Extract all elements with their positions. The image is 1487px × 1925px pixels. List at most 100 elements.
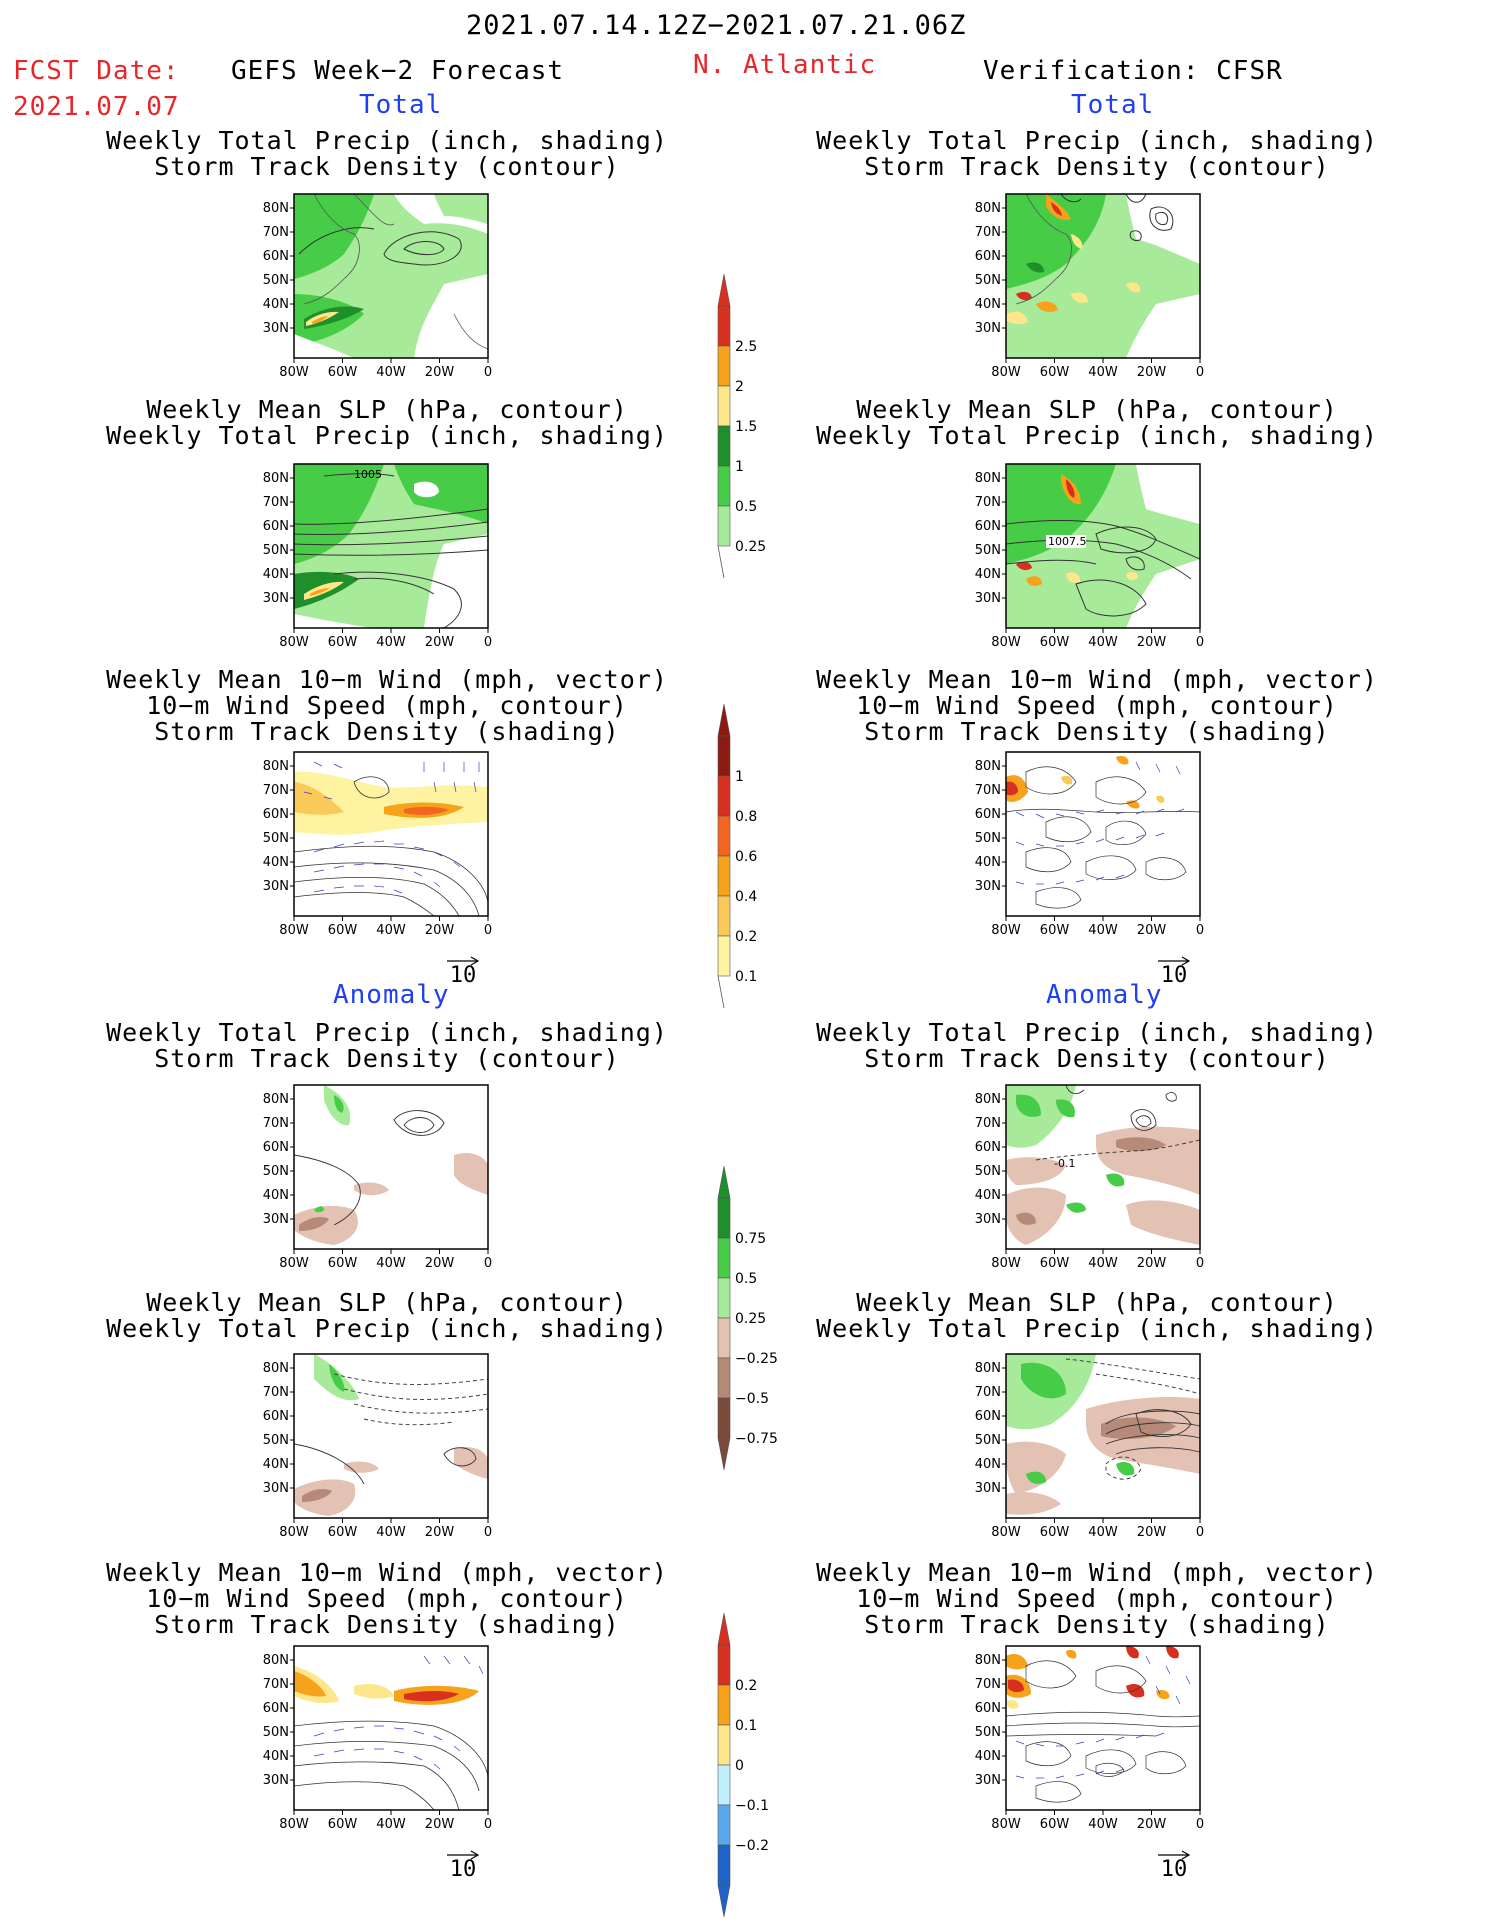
lon-tick-label: 40W [1088,1256,1118,1271]
colorbar-label: 0.8 [735,809,757,825]
lon-tick-label: 60W [1040,923,1070,938]
fcst-date-label: FCST Date: [13,56,180,86]
colorbar-label: −0.2 [735,1838,769,1854]
colorbar-box [717,815,731,857]
verification-title: Verification: CFSR [983,56,1283,86]
lon-tick-label: 20W [1137,635,1167,650]
lon-tick-label: 60W [1040,635,1070,650]
colorbar-box [717,1684,731,1726]
colorbar-label: 0.1 [735,969,757,985]
lon-tick-label: 0 [1196,635,1204,650]
colorbar-box [717,1764,731,1806]
title-cfsr-slp-precip-total: Weekly Mean SLP (hPa, contour) Weekly Tot… [816,395,1378,450]
colorbar-label: 0.25 [735,539,766,555]
colorbar-box [717,1317,731,1359]
lat-tick-label: 60N [975,1409,1001,1424]
colorbar-box [717,855,731,897]
colorbar-label: −0.5 [735,1391,769,1407]
colorbar-box [717,1237,731,1279]
section-total-right: Total [1071,90,1155,120]
colorbar-label: −0.25 [735,1351,778,1367]
lat-tick-label: 30N [263,321,289,336]
lon-tick-label: 60W [1040,1817,1070,1832]
lat-tick-label: 40N [975,855,1001,870]
region-title: N. Atlantic [693,50,877,80]
lat-tick-label: 80N [975,759,1001,774]
lat-tick-label: 50N [263,1164,289,1179]
colorbar-box [717,935,731,977]
colorbar-box [717,895,731,937]
colorbar-box [717,1644,731,1686]
map-cfsr-slp-precip-total: 1007.5 80N 70N 60N 50N 40N 30N 80W 60W 40W 20W 0 [956,463,1206,654]
lat-tick-label: 80N [263,759,289,774]
lat-tick-label: 40N [263,1188,289,1203]
lon-tick-label: 60W [328,365,358,380]
lat-tick-label: 30N [975,321,1001,336]
lon-tick-label: 0 [484,1525,492,1540]
colorbar-box [717,1844,731,1886]
lat-tick-label: 60N [263,807,289,822]
colorbar-track-anom: 0.2 0.1 0 −0.1 −0.2 [710,1605,780,1918]
lat-tick-label: 70N [975,1116,1001,1131]
lon-tick-label: 40W [376,365,406,380]
lon-tick-label: 80W [991,1817,1021,1832]
lon-tick-label: 20W [425,1256,455,1271]
cfsr-slp-contour-label: 1007.5 [1048,535,1087,548]
lat-tick-label: 60N [975,1701,1001,1716]
title-gefs-wind-track-anom: Weekly Mean 10−m Wind (mph, vector) 10−m … [106,1558,668,1639]
lat-tick-label: 70N [975,1385,1001,1400]
lon-tick-label: 0 [484,365,492,380]
lat-tick-label: 80N [263,1361,289,1376]
lat-tick-label: 50N [263,831,289,846]
title-gefs-slp-precip-anom: Weekly Mean SLP (hPa, contour) Weekly Tot… [106,1288,668,1343]
lat-tick-label: 40N [263,567,289,582]
lat-tick-label: 40N [263,297,289,312]
lat-tick-label: 60N [975,249,1001,264]
section-anomaly-right: Anomaly [1046,980,1163,1010]
colorbar-box [717,1724,731,1766]
lat-tick-label: 50N [263,1725,289,1740]
map-gefs-slp-precip-anom: 80N 70N 60N 50N 40N 30N 80W 60W 40W 20W 0 [244,1353,494,1544]
colorbar-label: 0.2 [735,1678,757,1694]
lat-tick-label: 40N [975,1188,1001,1203]
lat-tick-label: 40N [975,297,1001,312]
title-cfsr-precip-track-total: Weekly Total Precip (inch, shading) Storm… [816,126,1378,181]
lat-tick-label: 50N [975,1725,1001,1740]
lon-tick-label: 60W [328,923,358,938]
lon-tick-label: 80W [991,1525,1021,1540]
lat-tick-label: 80N [975,201,1001,216]
section-anomaly-left: Anomaly [333,980,450,1010]
lon-tick-label: 80W [991,365,1021,380]
lat-tick-label: 50N [263,273,289,288]
lat-tick-label: 30N [975,879,1001,894]
lon-tick-label: 80W [991,923,1021,938]
lat-tick-label: 50N [975,1164,1001,1179]
lon-tick-label: 40W [376,635,406,650]
lon-tick-label: 0 [484,1817,492,1832]
lat-tick-label: 70N [263,783,289,798]
title-gefs-precip-track-total: Weekly Total Precip (inch, shading) Storm… [106,126,668,181]
colorbar-box [717,305,731,347]
title-gefs-slp-precip-total: Weekly Mean SLP (hPa, contour) Weekly Tot… [106,395,668,450]
map-gefs-wind-track-total: 80N 70N 60N 50N 40N 30N 80W 60W 40W 20W 0 [244,751,494,942]
lon-tick-label: 20W [425,923,455,938]
lat-tick-label: 50N [975,543,1001,558]
colorbar-label: −0.75 [735,1431,778,1447]
colorbar-box [717,1197,731,1239]
colorbar-box [717,1397,731,1439]
colorbar-bottom-cap [717,975,725,1009]
map-cfsr-precip-track-total: 80N 70N 60N 50N 40N 30N 80W 60W 40W 20W 0 [956,193,1206,384]
lat-tick-label: 30N [975,1773,1001,1788]
title-cfsr-wind-track-anom: Weekly Mean 10−m Wind (mph, vector) 10−m … [816,1558,1378,1639]
lat-tick-label: 50N [975,1433,1001,1448]
lon-tick-label: 40W [1088,923,1118,938]
lon-tick-label: 80W [279,1817,309,1832]
map-gefs-precip-track-total: 80N 70N 60N 50N 40N 30N 80W 60W 40W 20W 0 [244,193,494,384]
lon-tick-label: 0 [1196,923,1204,938]
lat-tick-label: 70N [263,1677,289,1692]
lon-tick-label: 80W [991,635,1021,650]
lat-tick-label: 70N [975,783,1001,798]
lon-tick-label: 40W [1088,365,1118,380]
colorbar-label: 2 [735,379,744,395]
lon-tick-label: 0 [1196,1256,1204,1271]
